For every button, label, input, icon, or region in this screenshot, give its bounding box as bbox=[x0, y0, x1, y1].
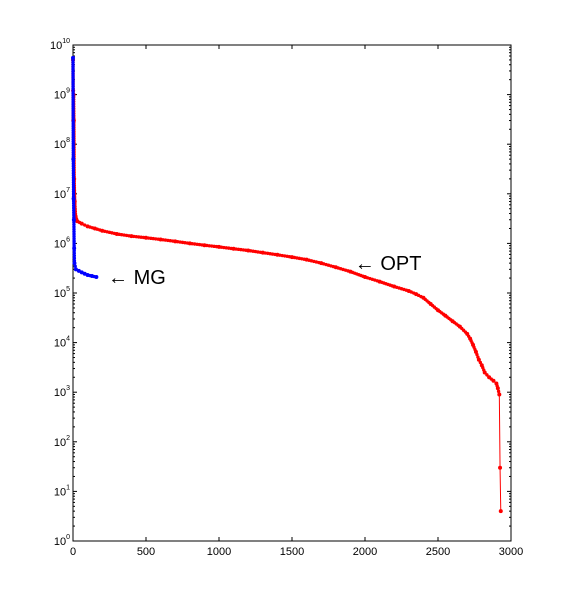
x-tick-label: 3000 bbox=[499, 546, 523, 558]
data-point bbox=[72, 261, 77, 266]
annotation-label: ← MG bbox=[108, 267, 166, 289]
data-point bbox=[76, 268, 81, 273]
data-marker bbox=[82, 223, 87, 227]
data-marker bbox=[72, 210, 76, 215]
y-tick-label: 1010 bbox=[50, 38, 70, 52]
data-point bbox=[497, 392, 502, 397]
data-marker bbox=[72, 241, 76, 246]
annotation-label: ← OPT bbox=[355, 253, 422, 275]
data-marker bbox=[485, 373, 489, 377]
annotations: ← MG ← OPT bbox=[108, 253, 421, 289]
data-point bbox=[491, 378, 496, 383]
y-tick-label: 105 bbox=[54, 286, 70, 300]
data-marker bbox=[72, 227, 76, 231]
data-marker bbox=[72, 229, 76, 234]
y-tick-label: 103 bbox=[54, 385, 70, 399]
y-tick-label: 106 bbox=[54, 236, 70, 250]
x-tick-label: 2500 bbox=[426, 546, 450, 558]
data-point bbox=[72, 246, 77, 251]
y-tick-label: 109 bbox=[54, 88, 70, 102]
data-marker bbox=[72, 248, 76, 253]
x-tick-label: 1000 bbox=[207, 546, 231, 558]
data-marker bbox=[72, 234, 76, 239]
data-marker bbox=[72, 213, 76, 217]
data-point bbox=[476, 357, 481, 362]
y-tick-label: 104 bbox=[54, 336, 70, 350]
data-point bbox=[79, 221, 84, 226]
data-marker bbox=[71, 199, 76, 203]
data-point bbox=[498, 509, 503, 514]
data-marker bbox=[73, 264, 77, 268]
data-marker bbox=[72, 256, 77, 260]
data-marker bbox=[72, 225, 76, 229]
tick-labels: 0 500 1000 1500 2000 2500 3000 100 101 102 103 104 1… bbox=[50, 38, 523, 558]
data-marker bbox=[71, 201, 76, 206]
data-point bbox=[94, 275, 99, 280]
data-point bbox=[495, 386, 500, 391]
y-tick-label: 102 bbox=[54, 435, 70, 449]
x-tick-label: 500 bbox=[137, 546, 155, 558]
data-marker bbox=[71, 203, 76, 208]
data-marker bbox=[72, 222, 76, 227]
data-marker bbox=[496, 389, 501, 394]
plot-area bbox=[72, 44, 512, 542]
data-marker bbox=[72, 232, 76, 236]
y-tick-label: 108 bbox=[54, 137, 70, 151]
data-marker bbox=[72, 251, 76, 255]
data-marker bbox=[72, 220, 76, 224]
x-tick-label: 1500 bbox=[280, 546, 304, 558]
data-marker bbox=[72, 206, 76, 210]
data-marker bbox=[475, 352, 479, 357]
x-tick-label: 0 bbox=[70, 546, 76, 558]
data-point bbox=[482, 370, 487, 375]
y-tick-label: 101 bbox=[54, 484, 70, 498]
data-point bbox=[498, 465, 503, 470]
data-marker bbox=[72, 237, 76, 241]
series-1 bbox=[71, 55, 99, 280]
data-marker bbox=[72, 253, 77, 258]
series-layer bbox=[71, 55, 503, 514]
y-tick-label: 107 bbox=[54, 187, 70, 201]
data-marker bbox=[72, 208, 76, 213]
data-marker bbox=[72, 239, 76, 243]
y-tick-label: 100 bbox=[54, 534, 70, 548]
x-tick-label: 2000 bbox=[353, 546, 377, 558]
